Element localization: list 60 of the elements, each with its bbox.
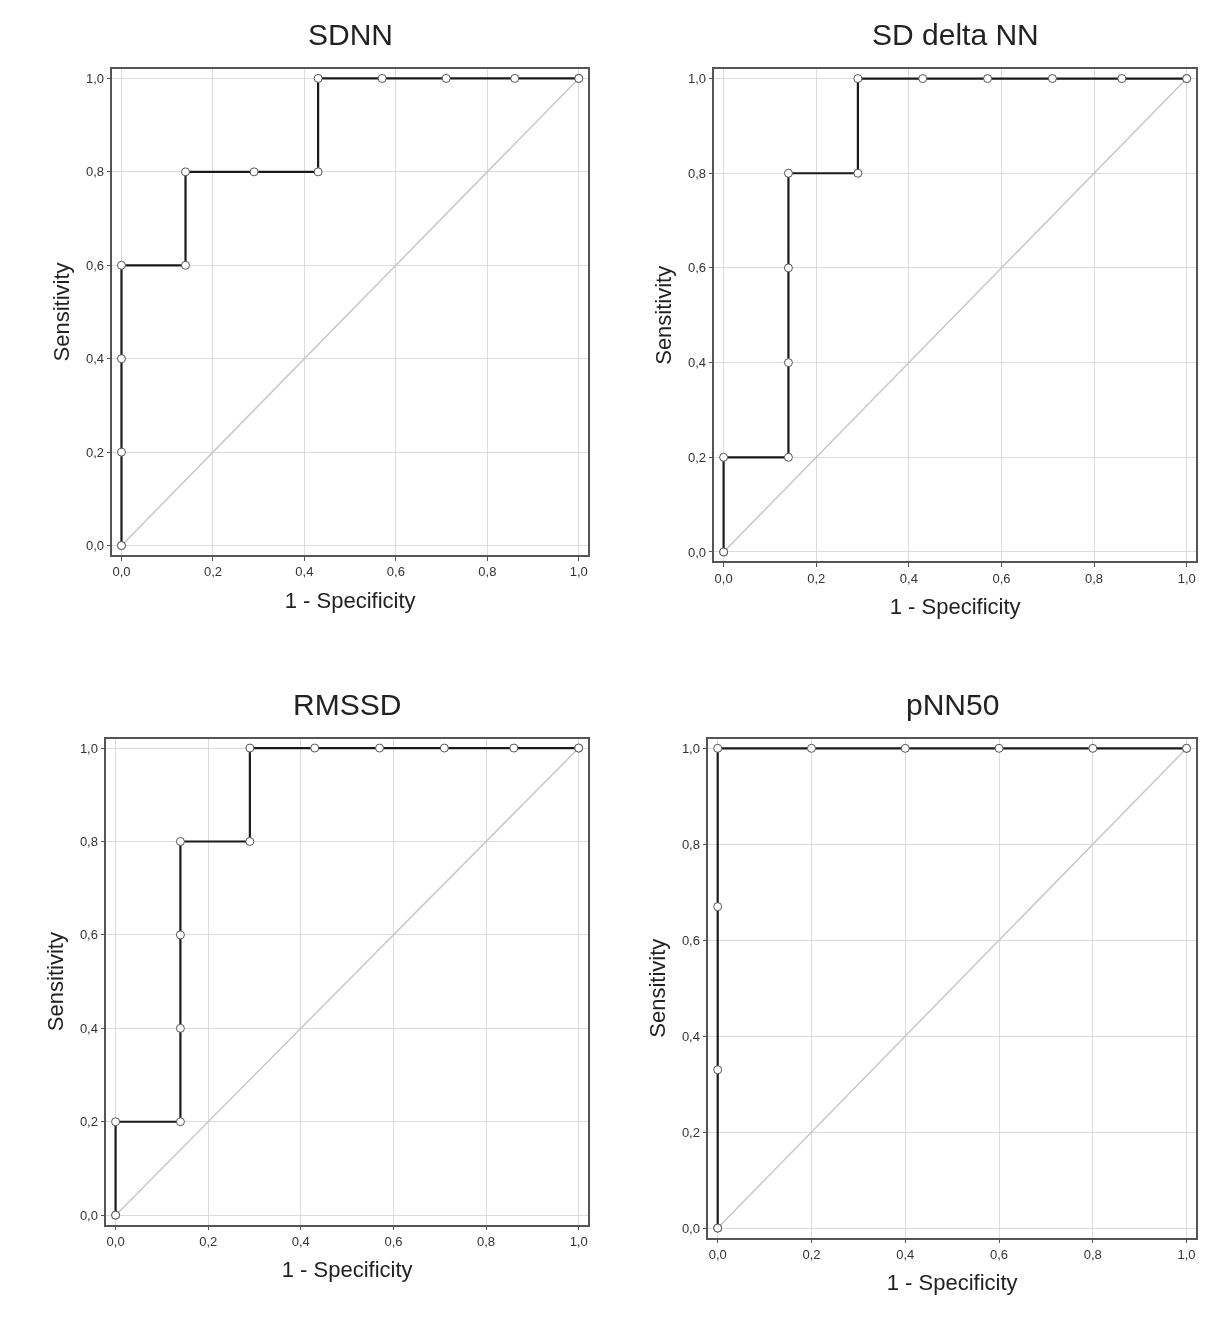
x-tick-label: 0,4 [896,1247,915,1263]
y-tick-label: 0,0 [687,544,706,560]
x-axis-title: 1 - Specificity [889,594,1021,620]
x-axis-title: 1 - Specificity [886,1270,1018,1296]
y-tick-label: 0,6 [687,260,706,276]
x-tick-label: 1,0 [1177,1247,1196,1263]
x-axis-title: 1 - Specificity [281,1257,413,1283]
x-tick-label: 0,6 [386,564,405,580]
chart-title: pNN50 [906,688,1000,721]
x-tick-label: 1,0 [569,564,588,580]
y-axis-title: Sensitivity [49,262,75,362]
x-tick-label: 1,0 [569,1233,588,1249]
x-tick-label: 0,4 [899,570,918,586]
y-tick-label: 0,6 [79,927,98,943]
y-tick-label: 0,0 [681,1220,700,1236]
x-axis-title: 1 - Specificity [284,587,416,613]
y-tick-label: 0,8 [687,165,706,181]
y-axis-title: Sensitivity [651,265,677,365]
y-tick-label: 0,8 [681,836,700,852]
x-tick-label: 0,6 [384,1233,403,1249]
y-tick-label: 1,0 [681,740,700,756]
x-tick-label: 0,0 [708,1247,727,1263]
x-tick-label: 0,0 [106,1233,125,1249]
x-tick-label: 0,4 [295,564,314,580]
y-axis-title: Sensitivity [43,932,69,1032]
x-tick-label: 0,8 [1085,570,1104,586]
y-tick-label: 0,2 [79,1114,98,1130]
x-tick-label: 0,8 [477,1233,496,1249]
x-tick-label: 0,2 [203,564,222,580]
y-tick-label: 0,4 [681,1028,700,1044]
x-tick-label: 0,0 [112,564,131,580]
x-tick-label: 0,2 [807,570,826,586]
x-tick-label: 0,2 [802,1247,821,1263]
y-tick-label: 0,2 [687,449,706,465]
y-tick-label: 0,2 [681,1124,700,1140]
y-tick-label: 0,4 [85,351,104,367]
y-axis-title: Sensitivity [645,938,671,1038]
y-tick-label: 0,8 [79,834,98,850]
y-tick-label: 0,8 [85,164,104,180]
y-tick-label: 0,4 [79,1020,98,1036]
y-tick-label: 1,0 [79,740,98,756]
y-tick-label: 0,2 [85,444,104,460]
y-tick-label: 0,4 [687,355,706,371]
x-tick-label: 0,0 [714,570,733,586]
chart-title: SD delta NN [872,18,1039,51]
x-tick-label: 0,4 [291,1233,310,1249]
x-tick-label: 0,2 [199,1233,218,1249]
y-tick-label: 0,6 [681,932,700,948]
chart-title: SDNN [308,18,394,51]
y-tick-label: 0,6 [85,257,104,273]
x-tick-label: 0,6 [989,1247,1009,1263]
x-tick-label: 0,8 [1083,1247,1102,1263]
x-tick-label: 0,6 [992,570,1011,586]
chart-title: RMSSD [293,688,402,721]
x-tick-label: 1,0 [1177,570,1196,586]
x-tick-label: 0,8 [478,564,497,580]
y-tick-label: 1,0 [85,70,104,86]
y-tick-label: 0,0 [85,538,104,554]
y-tick-label: 1,0 [687,71,706,87]
y-tick-label: 0,0 [79,1207,98,1223]
